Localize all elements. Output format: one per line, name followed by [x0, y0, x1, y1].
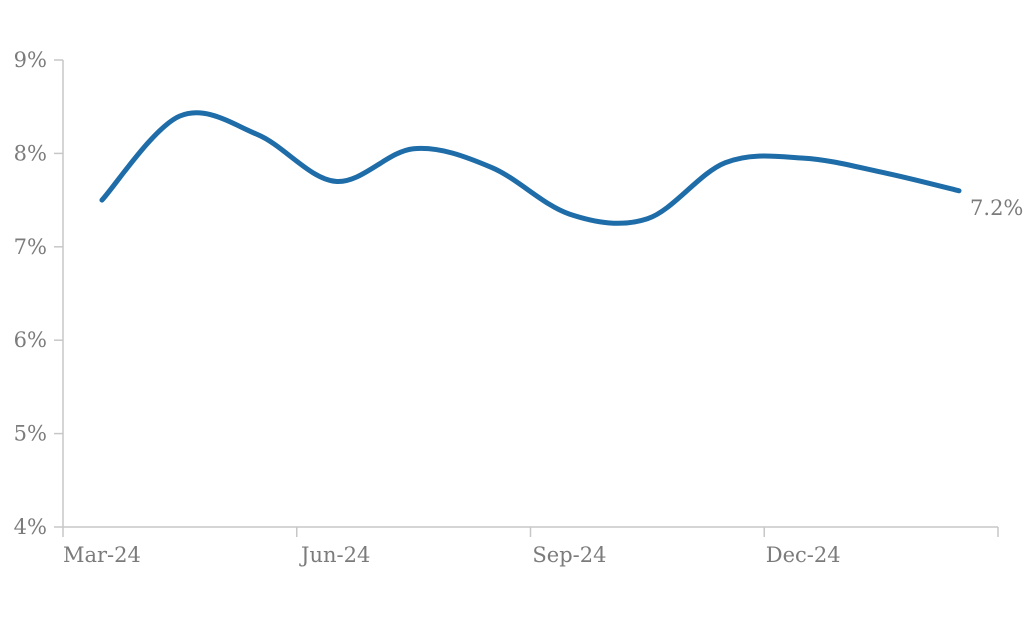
y-tick-label: 6% [14, 328, 47, 352]
x-tick-label: Jun-24 [299, 543, 370, 567]
y-tick-label: 7% [14, 235, 47, 259]
y-tick-label: 5% [14, 422, 47, 446]
x-tick-label: Dec-24 [766, 543, 841, 567]
x-tick-label: Sep-24 [532, 543, 606, 567]
end-value-label: 7.2% [970, 196, 1023, 220]
trend-line [99, 110, 962, 226]
x-tick-label: Mar-24 [63, 543, 141, 567]
y-tick-label: 8% [14, 141, 47, 165]
y-tick-label: 4% [14, 515, 47, 539]
y-tick-label: 9% [14, 48, 47, 72]
